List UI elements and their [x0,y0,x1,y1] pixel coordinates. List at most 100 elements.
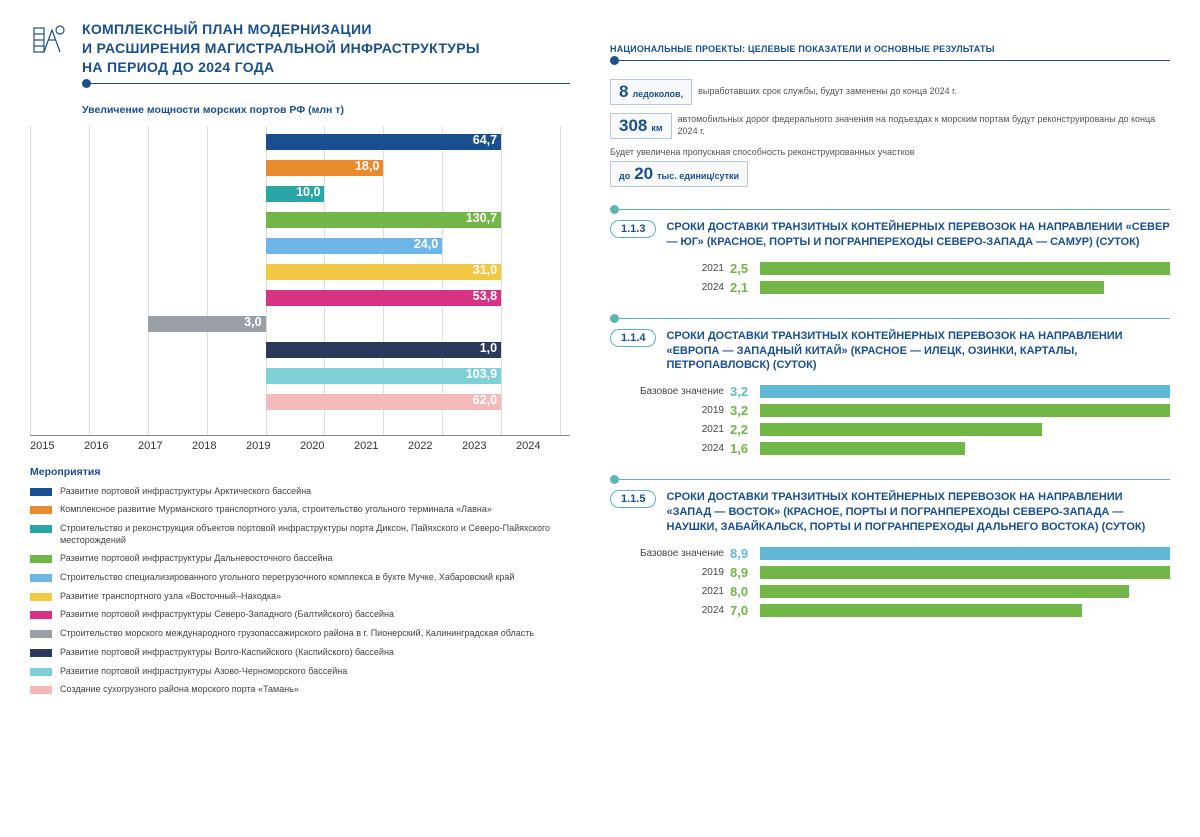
gantt-gridline [148,126,149,435]
gantt-xtick: 2017 [138,440,192,452]
mini-row-label: Базовое значение [610,386,730,397]
mini-bar-track [760,442,1170,455]
section-rule [610,318,1170,319]
mini-bar [760,585,1129,598]
legend-label: Развитие портовой инфраструктуры Северо-… [60,609,394,621]
gantt-bar: 31,0 [266,264,502,280]
legend-label: Строительство и реконструкция объектов п… [60,523,570,546]
mini-row-value: 2,1 [730,280,760,295]
stats-caption: Будет увеличена пропускная способность р… [610,147,1170,157]
gantt-xtick: 2022 [408,440,462,452]
legend-title: Мероприятия [30,466,570,478]
mini-bar [760,281,1104,294]
legend-label: Строительство морского международного гр… [60,628,534,640]
page-header: КОМПЛЕКСНЫЙ ПЛАН МОДЕРНИЗАЦИИ И РАСШИРЕН… [30,20,570,84]
section: 1.1.5СРОКИ ДОСТАВКИ ТРАНЗИТНЫХ КОНТЕЙНЕР… [610,479,1170,619]
gantt-bar: 24,0 [266,238,443,254]
stat-number: 308 [619,116,647,136]
section: 1.1.4СРОКИ ДОСТАВКИ ТРАНЗИТНЫХ КОНТЕЙНЕР… [610,318,1170,458]
stat-box: 308км [610,113,672,139]
right-header: НАЦИОНАЛЬНЫЕ ПРОЕКТЫ: ЦЕЛЕВЫЕ ПОКАЗАТЕЛИ… [610,44,1170,54]
mini-row-label: 2021 [610,263,730,274]
mini-row-label: 2019 [610,405,730,416]
title-rule [82,83,570,84]
legend-label: Комплексное развитие Мурманского транспо… [60,504,492,516]
mini-row-label: 2024 [610,443,730,454]
legend-item: Строительство и реконструкция объектов п… [30,523,570,546]
gantt-gridline [207,126,208,435]
stats-extra-box: до 20 тыс. единиц/сутки [610,161,748,187]
gantt-bar: 64,7 [266,134,502,150]
gantt-subtitle: Увеличение мощности морских портов РФ (м… [82,104,570,116]
section: 1.1.3СРОКИ ДОСТАВКИ ТРАНЗИТНЫХ КОНТЕЙНЕР… [610,209,1170,296]
mini-bar-track [760,262,1170,275]
stat-box: 8 ледоколов, [610,79,692,105]
legend-label: Развитие портовой инфраструктуры Волго-К… [60,647,394,659]
legend-label: Развитие портовой инфраструктуры Азово-Ч… [60,666,347,678]
stat-row: 308кмавтомобильных дорог федерального зн… [610,113,1170,139]
mini-bar [760,566,1170,579]
section-head: 1.1.5СРОКИ ДОСТАВКИ ТРАНЗИТНЫХ КОНТЕЙНЕР… [610,490,1170,535]
gantt-bar-value: 64,7 [473,133,497,147]
gantt-xtick: 2019 [246,440,300,452]
title-line-1: КОМПЛЕКСНЫЙ ПЛАН МОДЕРНИЗАЦИИ [82,21,372,37]
gantt-bar-value: 18,0 [355,159,379,173]
mini-chart-row: 20212,5 [610,260,1170,277]
stat-unit: ледоколов, [632,89,683,99]
right-header-rule [610,60,1170,61]
mini-row-value: 1,6 [730,441,760,456]
mini-bar [760,423,1042,436]
legend-item: Развитие портовой инфраструктуры Арктиче… [30,486,570,498]
gantt-bar-value: 53,8 [473,289,497,303]
gantt-xtick: 2024 [516,440,570,452]
legend-item: Развитие портовой инфраструктуры Азово-Ч… [30,666,570,678]
gantt-gridline [30,126,31,435]
mini-bar-track [760,585,1170,598]
infrastructure-icon [30,20,70,60]
legend-swatch [30,525,52,533]
mini-row-value: 8,9 [730,565,760,580]
legend-swatch [30,593,52,601]
gantt-xtick: 2023 [462,440,516,452]
mini-row-value: 2,5 [730,261,760,276]
section-head: 1.1.4СРОКИ ДОСТАВКИ ТРАНЗИТНЫХ КОНТЕЙНЕР… [610,329,1170,374]
title-line-2: И РАСШИРЕНИЯ МАГИСТРАЛЬНОЙ ИНФРАСТРУКТУР… [82,40,480,56]
gantt-gridline [383,126,384,435]
gantt-bar-value: 103,9 [466,367,497,381]
mini-bar-track [760,423,1170,436]
mini-bar-track [760,566,1170,579]
mini-row-value: 3,2 [730,384,760,399]
gantt-gridline [501,126,502,435]
section-badge: 1.1.3 [610,220,656,238]
legend-item: Развитие портовой инфраструктуры Дальнев… [30,553,570,565]
stats-extra-num: 20 [634,164,653,184]
stats-extra-unit: тыс. единиц/сутки [657,171,739,181]
gantt-gridline [89,126,90,435]
stat-number: 8 [619,82,628,102]
mini-row-value: 3,2 [730,403,760,418]
legend-label: Развитие портовой инфраструктуры Арктиче… [60,486,311,498]
mini-bar-track [760,404,1170,417]
section-head: 1.1.3СРОКИ ДОСТАВКИ ТРАНЗИТНЫХ КОНТЕЙНЕР… [610,220,1170,250]
mini-row-label: 2019 [610,567,730,578]
section-title: СРОКИ ДОСТАВКИ ТРАНЗИТНЫХ КОНТЕЙНЕРНЫХ П… [666,329,1170,374]
gantt-gridline [560,126,561,435]
mini-chart-row: 20247,0 [610,602,1170,619]
mini-bar [760,404,1170,417]
mini-chart-row: Базовое значение3,2 [610,383,1170,400]
gantt-bar: 62,0 [266,394,502,410]
legend-swatch [30,488,52,496]
gantt-xtick: 2021 [354,440,408,452]
stat-text: выработавших срок службы, будут заменены… [698,86,957,98]
mini-chart: Базовое значение8,920198,920218,020247,0 [610,545,1170,619]
mini-row-value: 8,0 [730,584,760,599]
gantt-bar-value: 130,7 [466,211,497,225]
stat-row: 8 ледоколов, выработавших срок службы, буд… [610,79,1170,105]
legend-swatch [30,686,52,694]
gantt-bar-value: 1,0 [480,341,497,355]
mini-row-label: 2021 [610,424,730,435]
mini-bar [760,604,1082,617]
mini-bar-track [760,385,1170,398]
legend-swatch [30,668,52,676]
gantt-bar: 10,0 [266,186,325,202]
